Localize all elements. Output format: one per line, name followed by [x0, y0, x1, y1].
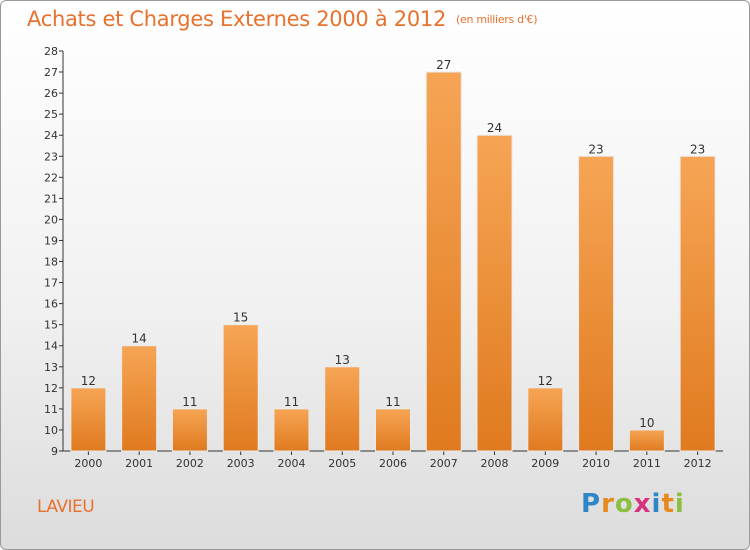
- proxiti-logo: Proxiti: [581, 489, 685, 519]
- data-label: 13: [335, 353, 350, 367]
- data-label: 24: [487, 121, 502, 135]
- data-label: 12: [81, 374, 96, 388]
- bar: [121, 345, 158, 452]
- data-label: 12: [538, 374, 553, 388]
- bar: [222, 324, 259, 452]
- logo-letter: P: [581, 489, 602, 519]
- y-tick-label: 12: [44, 382, 58, 395]
- bar: [425, 71, 462, 452]
- data-label: 23: [588, 142, 603, 156]
- chart-subtitle: (en milliers d'€): [456, 13, 538, 26]
- y-tick-label: 14: [44, 340, 58, 353]
- data-label: 23: [690, 142, 705, 156]
- axes: 9 10 11 12 13 14 15 16 17 18 19 20 21 22 23 24 25 26 27 28: [44, 45, 723, 458]
- bar: [527, 387, 564, 452]
- y-tick-label: 13: [44, 361, 58, 374]
- x-tick-label: 2008: [481, 457, 509, 470]
- y-tick-label: 28: [44, 45, 58, 58]
- chart-title: Achats et Charges Externes 2000 à 2012 (e…: [27, 7, 538, 31]
- y-tick-label: 22: [44, 171, 58, 184]
- bars: [70, 71, 716, 452]
- x-tick-label: 2003: [227, 457, 255, 470]
- bar: [70, 387, 107, 452]
- y-tick-label: 9: [51, 445, 58, 458]
- logo-letter: x: [633, 489, 652, 519]
- logo-letter: t: [661, 489, 675, 519]
- logo-letter: i: [674, 489, 685, 519]
- x-tick-label: 2006: [379, 457, 407, 470]
- x-tick-label: 2011: [633, 457, 661, 470]
- y-tick-label: 10: [44, 424, 58, 437]
- logo-letter: i: [651, 489, 662, 519]
- data-label: 11: [284, 395, 299, 409]
- y-tick-label: 18: [44, 256, 58, 269]
- x-tick-label: 2004: [277, 457, 305, 470]
- x-tick-label: 2007: [430, 457, 458, 470]
- y-tick-label: 26: [44, 87, 58, 100]
- y-tick-label: 23: [44, 150, 58, 163]
- data-label: 11: [385, 395, 400, 409]
- data-label: 10: [639, 416, 654, 430]
- data-label: 15: [233, 311, 248, 325]
- commune-name: LAVIEU: [37, 497, 95, 517]
- y-tick-label: 27: [44, 66, 58, 79]
- data-label: 11: [182, 395, 197, 409]
- x-tick-label: 2005: [328, 457, 356, 470]
- x-tick-label: 2009: [531, 457, 559, 470]
- labels: 2000 12 2001 14 2002 11 2003 15 2004 11 2005 13 2006…: [74, 58, 711, 470]
- bar: [679, 155, 716, 452]
- bar: [273, 408, 310, 452]
- y-tick-label: 25: [44, 108, 58, 121]
- logo-letter: o: [614, 489, 634, 519]
- bar: [578, 155, 615, 452]
- y-tick-label: 19: [44, 234, 58, 247]
- y-tick-label: 20: [44, 213, 58, 226]
- logo-letter: r: [601, 489, 615, 519]
- bar: [375, 408, 411, 452]
- x-tick-label: 2001: [125, 457, 153, 470]
- x-tick-label: 2012: [684, 457, 712, 470]
- chart-title-text: Achats et Charges Externes 2000 à 2012: [27, 7, 447, 31]
- y-tick-label: 15: [44, 319, 58, 332]
- y-tick-label: 11: [44, 403, 58, 416]
- y-tick-label: 16: [44, 298, 58, 311]
- bar: [171, 408, 208, 452]
- data-label: 14: [132, 332, 147, 346]
- y-tick-label: 24: [44, 129, 58, 142]
- y-tick-label: 17: [44, 277, 58, 290]
- x-tick-label: 2010: [582, 457, 610, 470]
- bar: [324, 366, 361, 452]
- bar: [476, 134, 513, 452]
- bar: [628, 429, 665, 452]
- x-tick-label: 2000: [74, 457, 102, 470]
- x-tick-label: 2002: [176, 457, 204, 470]
- y-tick-label: 21: [44, 192, 58, 205]
- data-label: 27: [436, 58, 451, 72]
